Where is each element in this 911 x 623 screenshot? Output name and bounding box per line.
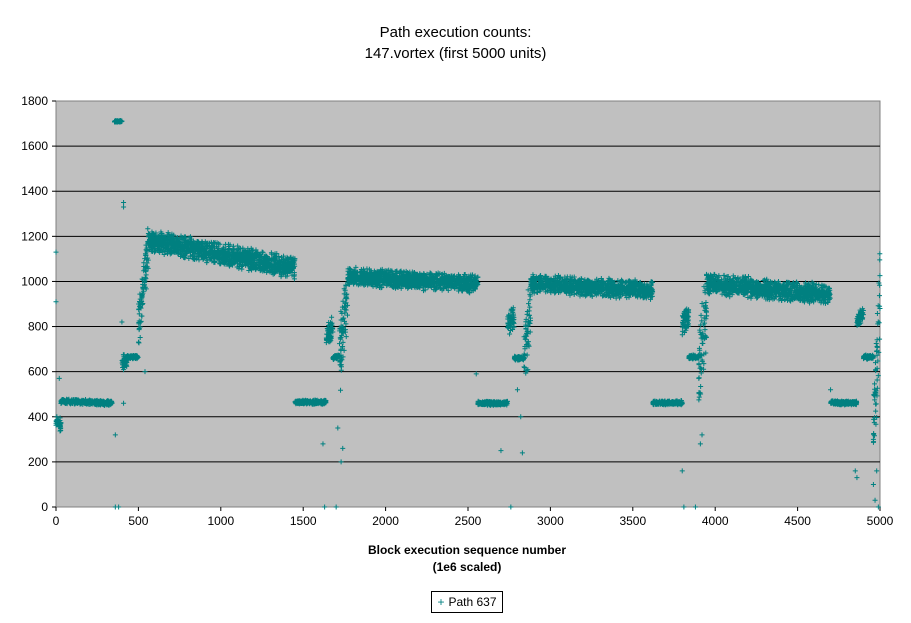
y-tick-label: 1800 [21, 94, 48, 108]
y-tick-label: 1600 [21, 139, 48, 153]
y-tick-label: 1200 [21, 229, 48, 243]
x-axis: 0 500 1000 1500 2000 2500 3000 3500 4000 4500 5000 [53, 507, 894, 528]
x-tick-label: 1500 [290, 514, 317, 528]
chart-title: Path execution counts: 147.vortex (first… [0, 22, 911, 64]
data-point [56, 419, 62, 425]
x-tick-label: 0 [53, 514, 60, 528]
x-tick-label: 4000 [702, 514, 729, 528]
y-tick-label: 1400 [21, 184, 48, 198]
y-axis: 0 200 400 600 800 1000 1200 1400 1600 1800 [21, 94, 56, 514]
y-tick-label: 800 [28, 320, 48, 334]
data-points [53, 117, 883, 510]
plot-area [55, 100, 881, 508]
y-tick-label: 1000 [21, 274, 48, 288]
x-tick-label: 5000 [867, 514, 894, 528]
chart-title-line-1: Path execution counts: [379, 24, 532, 41]
x-tick-label: 3000 [537, 514, 564, 528]
y-tick-label: 0 [41, 500, 48, 514]
x-tick-label: 500 [128, 514, 148, 528]
chart-title-line-2: 147.vortex (first 5000 units) [364, 45, 547, 62]
x-tick-label: 3500 [619, 514, 646, 528]
x-tick-label: 2000 [372, 514, 399, 528]
data-point [57, 426, 63, 432]
x-tick-label: 4500 [784, 514, 811, 528]
x-tick-label: 2500 [455, 514, 482, 528]
y-tick-label: 200 [28, 455, 48, 469]
x-tick-label: 1000 [207, 514, 234, 528]
grid-lines [56, 145, 880, 463]
y-tick-label: 600 [28, 365, 48, 379]
data-point [57, 423, 63, 429]
data-point [53, 420, 59, 426]
y-tick-label: 400 [28, 410, 48, 424]
data-point [57, 415, 63, 421]
